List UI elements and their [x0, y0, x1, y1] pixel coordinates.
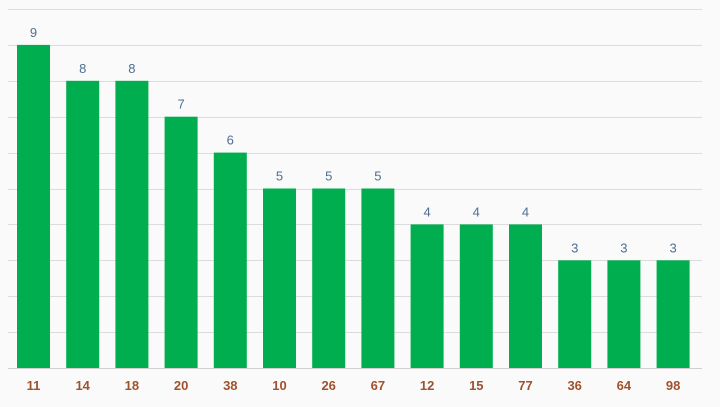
bar-38[interactable]: [213, 152, 247, 368]
x-tick-label-38: 38: [223, 378, 237, 393]
x-tick-label-15: 15: [469, 378, 483, 393]
data-labels: 9 8 8 7 6 5 5 5 4 4 4 3 3 3: [30, 25, 677, 255]
data-label-20: 7: [177, 97, 184, 112]
x-tick-label-18: 18: [125, 378, 139, 393]
x-axis-tick-labels: 11 14 18 20 38 10 26 67 12 15 77 36 64 98: [27, 378, 681, 393]
bar-10[interactable]: [263, 188, 296, 369]
bar-18[interactable]: [115, 80, 149, 369]
data-label-64: 3: [620, 240, 627, 255]
bar-14[interactable]: [66, 80, 100, 369]
data-label-15: 4: [473, 204, 480, 219]
bar-36[interactable]: [558, 260, 592, 368]
bar-98[interactable]: [656, 260, 690, 368]
bar-26[interactable]: [312, 188, 346, 369]
data-label-36: 3: [571, 240, 578, 255]
data-label-11: 9: [30, 25, 37, 40]
bar-15[interactable]: [459, 224, 493, 368]
x-tick-label-36: 36: [567, 378, 581, 393]
x-tick-label-67: 67: [371, 378, 385, 393]
bar-20[interactable]: [164, 116, 198, 368]
bar-11[interactable]: [17, 44, 50, 369]
gridlines: [8, 9, 702, 369]
x-tick-label-64: 64: [617, 378, 632, 393]
data-label-18: 8: [128, 61, 135, 76]
x-tick-label-11: 11: [27, 378, 41, 393]
bar-12[interactable]: [410, 224, 444, 368]
x-tick-label-10: 10: [272, 378, 286, 393]
data-label-14: 8: [79, 61, 86, 76]
bars: [17, 44, 690, 369]
data-label-26: 5: [325, 169, 332, 184]
data-label-10: 5: [276, 169, 283, 184]
data-label-38: 6: [227, 133, 234, 148]
x-tick-label-26: 26: [321, 378, 335, 393]
x-tick-label-20: 20: [174, 378, 188, 393]
x-tick-label-98: 98: [666, 378, 680, 393]
data-label-12: 4: [423, 204, 430, 219]
x-tick-label-12: 12: [420, 378, 434, 393]
bar-77[interactable]: [509, 224, 542, 368]
data-label-77: 4: [522, 204, 529, 219]
x-tick-label-77: 77: [518, 378, 532, 393]
bar-67[interactable]: [361, 188, 395, 369]
x-tick-label-14: 14: [75, 378, 90, 393]
bar-64[interactable]: [607, 260, 641, 368]
data-label-98: 3: [669, 240, 676, 255]
data-label-67: 5: [374, 169, 381, 184]
